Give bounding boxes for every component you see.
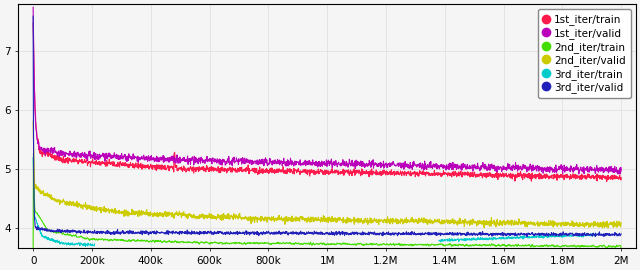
1st_iter/valid — [60, 153, 67, 156]
3rd_iter/train — [42, 236, 50, 239]
2nd_iter/valid — [492, 220, 500, 224]
3rd_iter/train — [29, 156, 37, 160]
1st_iter/valid — [618, 170, 625, 173]
1st_iter/valid — [29, 6, 37, 9]
2nd_iter/train — [316, 242, 323, 246]
1st_iter/valid — [316, 160, 323, 163]
3rd_iter/valid — [492, 231, 500, 235]
1st_iter/train — [29, 22, 37, 25]
1st_iter/valid — [600, 170, 608, 173]
2nd_iter/train — [600, 244, 608, 247]
1st_iter/train — [600, 174, 607, 178]
2nd_iter/train — [29, 152, 37, 155]
1st_iter/train — [492, 174, 500, 177]
2nd_iter/train — [60, 231, 67, 235]
1st_iter/valid — [600, 168, 608, 171]
2nd_iter/train — [600, 244, 608, 247]
Legend: 1st_iter/train, 1st_iter/valid, 2nd_iter/train, 2nd_iter/valid, 3rd_iter/train, : 1st_iter/train, 1st_iter/valid, 2nd_iter… — [538, 9, 630, 98]
1st_iter/train — [600, 176, 608, 179]
2nd_iter/train — [493, 244, 500, 248]
3rd_iter/valid — [316, 233, 323, 236]
3rd_iter/valid — [300, 232, 307, 235]
Line: 2nd_iter/train: 2nd_iter/train — [33, 153, 621, 270]
3rd_iter/valid — [600, 233, 608, 236]
2nd_iter/valid — [316, 218, 323, 222]
2nd_iter/valid — [60, 199, 67, 202]
Line: 1st_iter/train: 1st_iter/train — [33, 23, 621, 181]
2nd_iter/valid — [600, 220, 607, 224]
2nd_iter/valid — [300, 217, 307, 221]
3rd_iter/train — [91, 242, 99, 245]
1st_iter/train — [300, 168, 307, 171]
3rd_iter/train — [82, 245, 90, 248]
3rd_iter/valid — [523, 235, 531, 238]
3rd_iter/valid — [29, 15, 37, 18]
3rd_iter/train — [84, 242, 92, 246]
1st_iter/train — [316, 170, 323, 173]
2nd_iter/valid — [29, 120, 37, 123]
3rd_iter/valid — [600, 235, 608, 238]
3rd_iter/valid — [618, 232, 625, 235]
Line: 2nd_iter/valid: 2nd_iter/valid — [33, 122, 621, 228]
3rd_iter/train — [30, 180, 38, 183]
2nd_iter/valid — [600, 222, 608, 226]
3rd_iter/valid — [60, 230, 67, 233]
1st_iter/train — [60, 157, 67, 161]
2nd_iter/train — [29, 250, 37, 253]
1st_iter/train — [603, 180, 611, 183]
3rd_iter/train — [60, 242, 68, 245]
2nd_iter/train — [300, 242, 308, 245]
Line: 3rd_iter/train: 3rd_iter/train — [33, 158, 95, 246]
1st_iter/train — [618, 176, 625, 179]
1st_iter/valid — [300, 161, 307, 164]
2nd_iter/valid — [618, 221, 625, 225]
3rd_iter/train — [81, 243, 88, 246]
3rd_iter/train — [58, 242, 66, 245]
1st_iter/valid — [575, 173, 582, 176]
1st_iter/valid — [492, 170, 500, 173]
2nd_iter/valid — [604, 227, 612, 230]
Line: 1st_iter/valid: 1st_iter/valid — [33, 7, 621, 174]
Line: 3rd_iter/valid: 3rd_iter/valid — [33, 16, 621, 237]
